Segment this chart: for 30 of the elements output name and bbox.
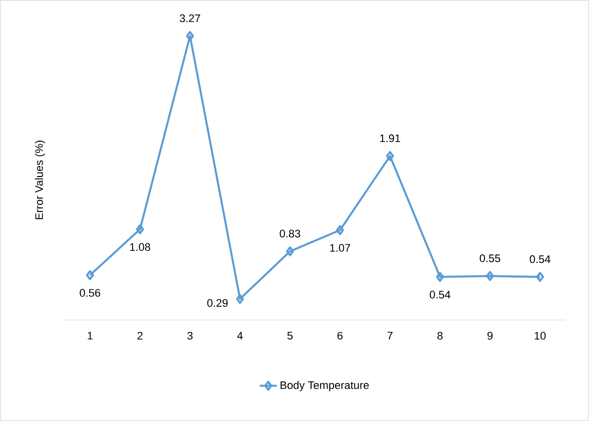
point bbox=[236, 294, 244, 304]
point bbox=[286, 246, 294, 256]
data-label: 3.27 bbox=[180, 14, 200, 22]
x-tick-label: 3 bbox=[187, 332, 193, 340]
point bbox=[186, 30, 194, 41]
point bbox=[136, 224, 144, 234]
data-label: 1.07 bbox=[330, 244, 350, 252]
point bbox=[486, 271, 494, 282]
x-tick-label: 2 bbox=[138, 332, 143, 340]
x-tick-label: 9 bbox=[487, 332, 493, 340]
x-tick-label: 6 bbox=[338, 332, 343, 340]
x-tick-label: 5 bbox=[287, 332, 293, 340]
data-label: 0.54 bbox=[430, 290, 450, 299]
data-label: 0.54 bbox=[530, 255, 550, 264]
x-tick-label: 1 bbox=[88, 332, 93, 340]
data-label: 0.83 bbox=[280, 230, 300, 238]
data-label: 0.29 bbox=[207, 299, 228, 307]
point bbox=[336, 225, 344, 236]
data-label: 1.91 bbox=[380, 134, 400, 142]
x-tick-label: 7 bbox=[388, 332, 393, 340]
point bbox=[386, 151, 394, 162]
y-axis-title: Error Values (%) bbox=[34, 140, 46, 220]
legend-label: Body Temperature bbox=[280, 380, 369, 392]
data-label: 0.55 bbox=[480, 254, 500, 262]
data-label: 1.08 bbox=[130, 243, 150, 251]
data-label: 0.56 bbox=[80, 289, 100, 297]
point bbox=[436, 272, 444, 282]
x-tick-label: 4 bbox=[237, 332, 243, 340]
x-tick-label: 8 bbox=[437, 332, 443, 340]
x-tick-label: 10 bbox=[534, 332, 546, 340]
